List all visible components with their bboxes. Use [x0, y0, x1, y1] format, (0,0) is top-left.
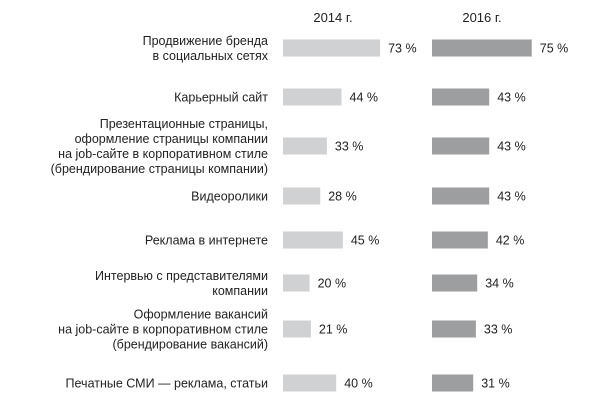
category-label: компании [212, 284, 268, 298]
bar [432, 39, 532, 57]
category-label: Оформление вакансий [134, 308, 268, 322]
data-label: 33 % [335, 140, 364, 154]
bar [283, 231, 343, 249]
bar [283, 374, 337, 392]
data-label: 33 % [484, 323, 513, 337]
bar [432, 274, 478, 292]
data-label: 20 % [318, 277, 347, 291]
bar [432, 231, 488, 249]
bar [283, 320, 311, 338]
data-label: 31 % [481, 377, 510, 391]
data-label: 28 % [328, 190, 357, 204]
data-label: 75 % [540, 42, 569, 56]
bar [432, 137, 490, 155]
series-header: 2014 г. [313, 10, 352, 25]
bar [432, 320, 476, 338]
category-label: Интервью с представителями [95, 269, 268, 283]
category-label: Реклама в интернете [145, 234, 268, 248]
series-header: 2016 г. [462, 10, 501, 25]
category-label: Презентационные страницы, [100, 117, 268, 131]
data-label: 34 % [485, 277, 513, 291]
category-label: на job-сайте в корпоративном стиле [58, 323, 268, 337]
bar [283, 274, 310, 292]
bar [432, 88, 490, 106]
data-label: 43 % [497, 190, 526, 204]
bar [283, 137, 327, 155]
category-label: Продвижение бренда [143, 34, 268, 48]
category-label: (брендирование вакансий) [113, 338, 269, 352]
bar [283, 187, 321, 205]
category-label: Печатные СМИ — реклама, статьи [66, 377, 268, 391]
category-label: Видеоролики [191, 190, 268, 204]
category-label: на job-сайте в корпоративном стиле [58, 147, 268, 161]
bar [283, 88, 342, 106]
category-label: в социальных сетях [153, 49, 269, 63]
bar [432, 187, 490, 205]
bar [432, 374, 474, 392]
data-label: 43 % [497, 140, 526, 154]
category-label: оформление страницы компании [75, 132, 268, 146]
data-label: 44 % [350, 91, 379, 105]
data-label: 43 % [497, 91, 526, 105]
data-label: 21 % [319, 323, 348, 337]
data-label: 73 % [388, 42, 417, 56]
bar [283, 39, 381, 57]
data-label: 45 % [351, 234, 380, 248]
category-label: (брендирование страницы компании) [51, 162, 268, 176]
category-label: Карьерный сайт [174, 91, 268, 105]
data-label: 42 % [496, 234, 525, 248]
data-label: 40 % [344, 377, 373, 391]
